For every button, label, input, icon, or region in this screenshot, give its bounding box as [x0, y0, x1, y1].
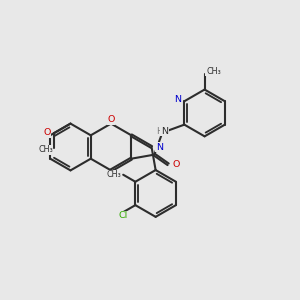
- Text: N: N: [174, 95, 181, 104]
- Text: H: H: [156, 127, 163, 136]
- Text: O: O: [43, 128, 51, 137]
- Text: CH₃: CH₃: [206, 67, 221, 76]
- Text: O: O: [107, 115, 115, 124]
- Text: N: N: [156, 142, 163, 152]
- Text: Cl: Cl: [118, 211, 128, 220]
- Text: CH₃: CH₃: [38, 145, 53, 154]
- Text: CH₃: CH₃: [107, 170, 122, 179]
- Text: O: O: [172, 160, 180, 169]
- Text: N: N: [161, 127, 168, 136]
